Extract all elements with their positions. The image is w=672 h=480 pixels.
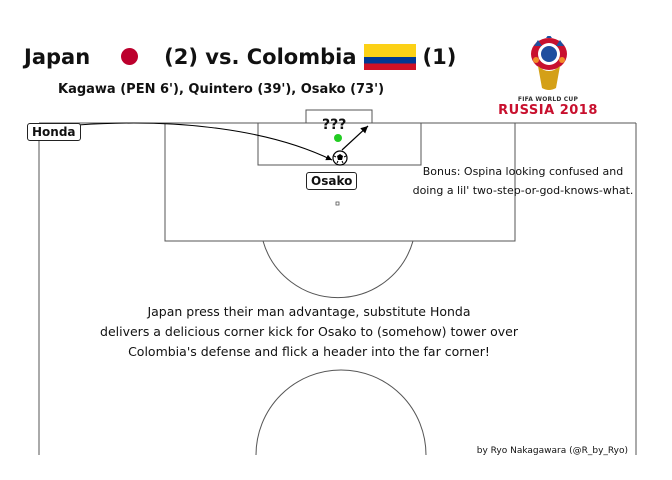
match-title: Japan (2) vs. Colombia (1)	[24, 40, 456, 74]
bonus-line-1: Bonus: Ospina looking confused and	[422, 165, 624, 178]
center-circle	[255, 369, 427, 456]
goal	[305, 109, 373, 124]
logo-fifa-text: FIFA WORLD CUP	[517, 96, 579, 103]
score-and-opponent: (2) vs. Colombia	[164, 45, 357, 69]
header-path	[341, 125, 369, 151]
bonus-note: Bonus: Ospina looking confused and doing…	[400, 162, 646, 200]
description-line-1: Japan press their man advantage, substit…	[147, 304, 471, 319]
goalkeeper-marker	[334, 134, 342, 142]
world-cup-logo: FIFA WORLD CUP RUSSIA 2018	[486, 36, 610, 122]
description-line-3: Colombia's defense and flick a header in…	[128, 344, 490, 359]
description-line-2: delivers a delicious corner kick for Osa…	[100, 324, 518, 339]
unknown-label: ???	[322, 117, 347, 133]
penalty-spot	[335, 201, 340, 206]
penalty-arc	[262, 240, 414, 299]
osako-label: Osako	[306, 172, 358, 190]
trophy-emblem-icon	[531, 36, 567, 90]
logo-russia-text: RUSSIA 2018	[498, 103, 598, 118]
team-japan: Japan	[24, 45, 91, 69]
colombia-flag-icon	[364, 44, 417, 70]
goal-description: Japan press their man advantage, substit…	[84, 302, 534, 362]
author-credit: by Ryo Nakagawara (@R_by_Ryo)	[476, 446, 628, 456]
ball-icon	[332, 150, 348, 166]
honda-label: Honda	[27, 123, 81, 141]
bonus-line-2: doing a lil' two-step-or-god-knows-what.	[412, 184, 634, 197]
japan-flag-icon	[110, 44, 151, 70]
corner-kick-path	[77, 122, 333, 161]
goal-scorers: Kagawa (PEN 6'), Quintero (39'), Osako (…	[58, 82, 385, 97]
colombia-score: (1)	[422, 45, 457, 69]
